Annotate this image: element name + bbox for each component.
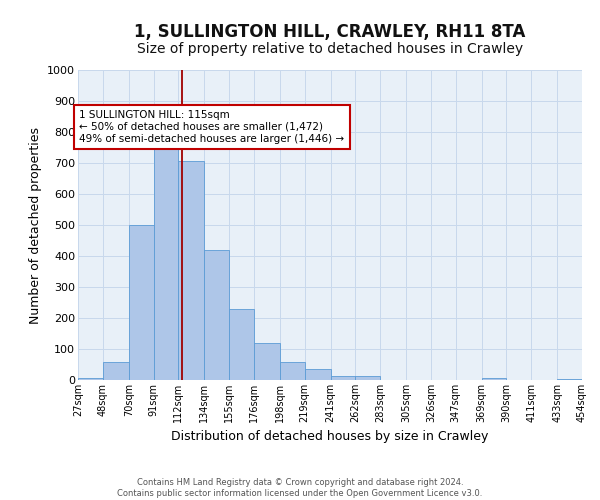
Bar	[557, 379, 582, 380]
Bar	[482, 378, 506, 380]
Bar	[305, 369, 331, 380]
Text: 1, SULLINGTON HILL, CRAWLEY, RH11 8TA: 1, SULLINGTON HILL, CRAWLEY, RH11 8TA	[134, 22, 526, 40]
Bar	[355, 376, 380, 380]
Bar	[229, 309, 254, 380]
Text: 1 SULLINGTON HILL: 115sqm
← 50% of detached houses are smaller (1,472)
49% of se: 1 SULLINGTON HILL: 115sqm ← 50% of detac…	[79, 110, 344, 144]
Bar	[78, 378, 103, 380]
Bar	[331, 376, 355, 380]
Bar	[129, 225, 154, 380]
Bar	[254, 344, 280, 380]
Text: Contains HM Land Registry data © Crown copyright and database right 2024.
Contai: Contains HM Land Registry data © Crown c…	[118, 478, 482, 498]
Bar	[280, 362, 305, 380]
Bar	[103, 362, 129, 380]
Bar	[154, 126, 178, 380]
X-axis label: Distribution of detached houses by size in Crawley: Distribution of detached houses by size …	[172, 430, 488, 444]
Text: Size of property relative to detached houses in Crawley: Size of property relative to detached ho…	[137, 42, 523, 56]
Y-axis label: Number of detached properties: Number of detached properties	[29, 126, 41, 324]
Bar	[178, 161, 204, 380]
Bar	[204, 250, 229, 380]
